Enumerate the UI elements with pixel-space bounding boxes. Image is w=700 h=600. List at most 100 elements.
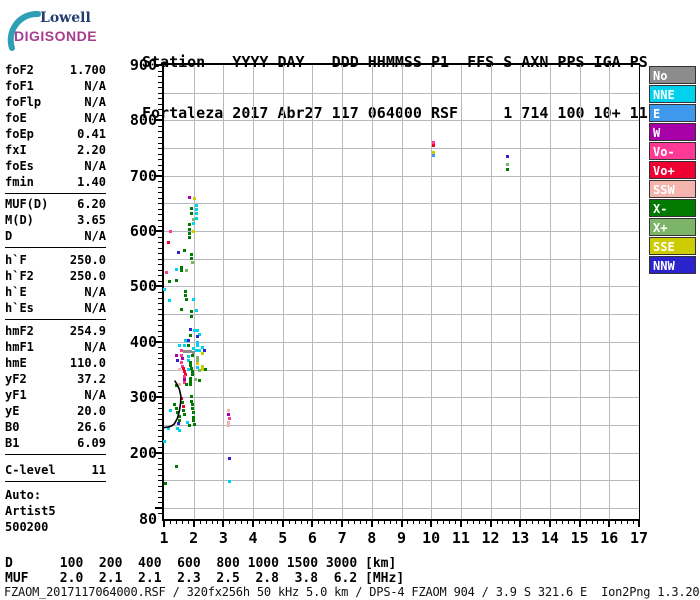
gridline-horizontal — [164, 480, 639, 482]
data-point — [165, 270, 169, 274]
data-point — [195, 355, 199, 359]
y-minor-tick — [158, 485, 163, 487]
param-label: foE — [5, 111, 27, 125]
footer-file-info: FZAOM_2017117064000.RSF / 320fx256h 50 k… — [4, 585, 700, 599]
x-major-tick — [252, 521, 255, 527]
param-label: yF2 — [5, 372, 27, 386]
param-value: 0.41 — [77, 127, 106, 141]
param-label: hmF2 — [5, 324, 34, 338]
data-point — [188, 360, 192, 364]
divider-line — [5, 247, 106, 248]
x-minor-tick — [585, 521, 587, 524]
legend-entry-nnw: NNW — [649, 256, 696, 274]
x-axis-label: 11 — [451, 529, 470, 547]
y-minor-tick — [158, 496, 163, 498]
y-minor-tick — [158, 181, 163, 183]
data-point — [192, 328, 196, 332]
param-group: C-level 11 — [5, 462, 106, 478]
param-label: foEp — [5, 127, 34, 141]
param-label: h`Es — [5, 301, 34, 315]
y-axis-label: 400 — [129, 332, 157, 351]
data-point — [194, 207, 198, 211]
station-header-columns: Station YYYY DAY DDD HHMMSS P1 FFS S AXN… — [142, 53, 648, 71]
x-minor-tick — [324, 521, 326, 524]
legend-entry-ssw: SSW — [649, 180, 696, 198]
data-point — [179, 353, 183, 357]
divider-line — [5, 454, 106, 455]
x-minor-tick — [264, 521, 266, 524]
x-minor-tick — [300, 521, 302, 524]
y-axis-label: 500 — [129, 277, 157, 296]
x-minor-tick — [336, 521, 338, 524]
data-point — [168, 299, 172, 303]
x-minor-tick — [437, 521, 439, 524]
param-row: D N/A — [5, 228, 106, 244]
x-axis-label: 4 — [248, 529, 258, 547]
y-minor-tick — [158, 242, 163, 244]
y-minor-tick — [158, 269, 163, 271]
x-minor-tick — [365, 521, 367, 524]
gridline-vertical — [460, 65, 462, 519]
y-minor-tick — [158, 109, 163, 111]
y-major-tick — [155, 451, 163, 454]
data-point — [506, 168, 510, 172]
data-point — [179, 307, 183, 311]
y-minor-tick — [158, 292, 163, 293]
y-minor-tick — [158, 413, 163, 415]
data-point — [183, 290, 187, 294]
param-row: foF2 1.700 — [5, 62, 106, 78]
x-minor-tick — [496, 521, 498, 524]
x-axis-label: 12 — [481, 529, 500, 547]
divider-line — [5, 481, 106, 482]
x-major-tick — [638, 521, 640, 527]
gridline-horizontal — [164, 507, 639, 509]
data-point — [195, 361, 199, 365]
y-minor-tick — [158, 192, 163, 194]
x-minor-tick — [235, 521, 237, 524]
y-minor-tick — [158, 153, 163, 155]
param-value: N/A — [84, 229, 106, 243]
y-minor-tick — [158, 142, 163, 144]
y-minor-tick — [158, 70, 163, 72]
y-minor-tick — [158, 480, 163, 482]
gridline-vertical — [312, 65, 314, 519]
divider-line — [5, 319, 106, 320]
x-axis-label: 16 — [600, 529, 619, 547]
data-point — [506, 163, 510, 167]
data-point — [182, 377, 186, 381]
x-minor-tick — [354, 521, 355, 524]
legend-entry-x+: X+ — [649, 218, 696, 236]
x-axis-label: 15 — [570, 529, 589, 547]
y-major-tick — [155, 230, 163, 233]
x-axis-label: 13 — [511, 529, 530, 547]
x-minor-tick — [187, 521, 189, 524]
y-minor-tick — [158, 303, 163, 305]
y-minor-tick — [158, 314, 163, 316]
param-row: B1 6.09 — [5, 435, 106, 451]
param-value: 20.0 — [77, 404, 106, 418]
legend-entry-vo-: Vo- — [649, 142, 696, 160]
data-point — [174, 353, 178, 357]
data-point — [190, 260, 194, 264]
data-point — [177, 419, 181, 423]
x-minor-tick — [615, 521, 617, 524]
x-minor-tick — [359, 521, 361, 524]
data-point — [174, 279, 178, 283]
param-value: 26.6 — [77, 420, 106, 434]
data-point — [191, 347, 195, 351]
data-point — [191, 297, 195, 301]
data-point — [172, 403, 176, 407]
param-row: foEp 0.41 — [5, 126, 106, 142]
param-value: N/A — [84, 388, 106, 402]
data-point — [179, 265, 183, 269]
x-major-tick — [608, 521, 611, 527]
param-row: hmF1 N/A — [5, 339, 106, 355]
gridline-horizontal — [164, 452, 639, 454]
param-value: 250.0 — [69, 269, 106, 283]
data-point — [163, 439, 166, 443]
data-point — [195, 343, 199, 347]
y-minor-tick — [158, 164, 163, 166]
x-minor-tick — [407, 521, 409, 524]
x-minor-tick — [413, 521, 415, 524]
